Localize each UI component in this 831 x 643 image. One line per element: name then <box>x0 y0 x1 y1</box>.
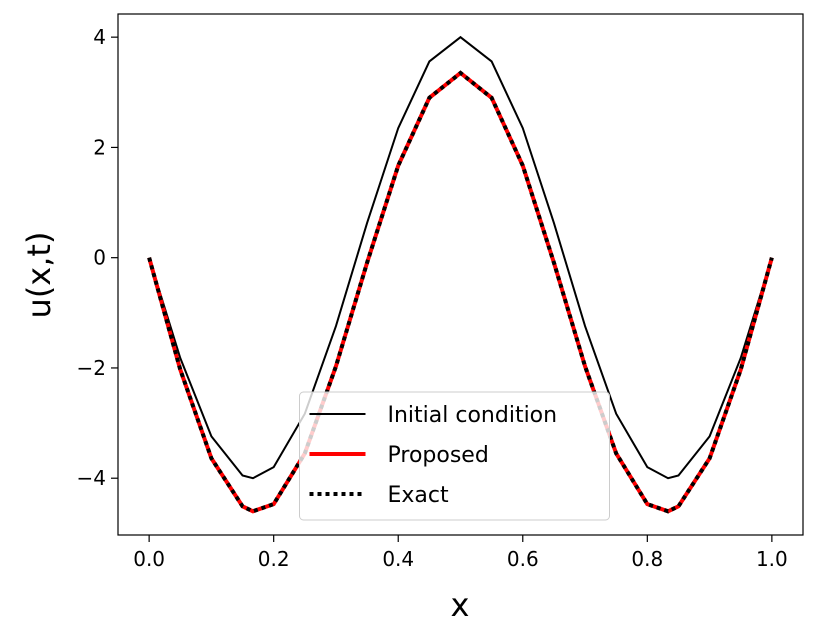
x-tick-label: 0.6 <box>507 547 539 571</box>
legend-label: Initial condition <box>388 403 558 428</box>
legend-label: Proposed <box>388 443 489 468</box>
legend: Initial condition Proposed Exact <box>299 391 610 521</box>
x-tick-label: 1.0 <box>756 547 788 571</box>
x-tick-label: 0.8 <box>631 547 663 571</box>
y-tick-label: −4 <box>77 466 106 490</box>
legend-box <box>299 391 610 521</box>
y-tick-label: −2 <box>77 356 106 380</box>
y-tick-label: 0 <box>93 246 106 270</box>
y-tick-label: 2 <box>93 135 106 159</box>
x-axis-label: x <box>451 586 470 624</box>
x-tick-label: 0.0 <box>133 547 165 571</box>
y-tick-label: 4 <box>93 25 106 49</box>
legend-label: Exact <box>388 483 449 508</box>
line-series <box>148 35 773 480</box>
line-series <box>147 70 774 514</box>
x-tick-label: 0.2 <box>258 547 290 571</box>
x-tick-label: 0.4 <box>382 547 414 571</box>
y-axis-label: u(x,t) <box>20 232 58 319</box>
plot-frame <box>117 13 804 536</box>
